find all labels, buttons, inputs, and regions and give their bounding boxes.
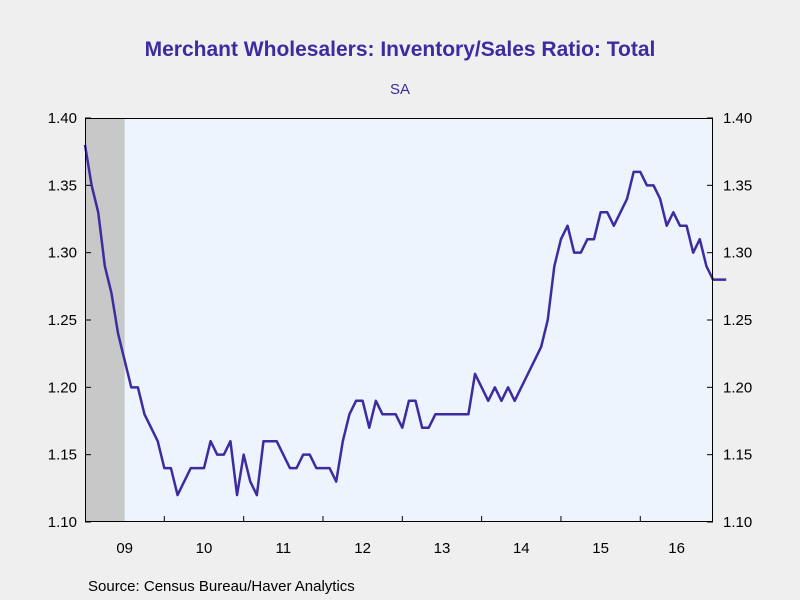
y-tick-label-left: 1.15 xyxy=(48,447,77,464)
series-line xyxy=(83,144,727,497)
chart-source: Source: Census Bureau/Haver Analytics xyxy=(88,578,355,595)
y-tick-label-left: 1.30 xyxy=(48,245,77,262)
y-tick-label-right: 1.10 xyxy=(723,514,752,531)
y-tick-label-right: 1.15 xyxy=(723,447,752,464)
chart-title: Merchant Wholesalers: Inventory/Sales Ra… xyxy=(144,38,656,61)
y-tick-label-right: 1.20 xyxy=(723,379,752,396)
x-tick-label: 15 xyxy=(592,540,609,557)
y-tick-label-left: 1.40 xyxy=(48,110,77,127)
x-tick-label: 11 xyxy=(276,540,292,557)
x-tick-label: 12 xyxy=(354,540,371,557)
x-tick-label: 10 xyxy=(196,540,213,557)
x-tick-label: 14 xyxy=(513,540,530,557)
y-tick-label-right: 1.40 xyxy=(723,110,752,127)
chart-subtitle: SA xyxy=(389,81,410,98)
y-tick-label-right: 1.35 xyxy=(723,177,752,194)
x-tick-label: 09 xyxy=(116,540,133,557)
x-tick-label: 16 xyxy=(668,540,685,557)
y-tick-label-left: 1.20 xyxy=(48,379,77,396)
x-tick-label: 13 xyxy=(434,540,451,557)
y-tick-label-left: 1.35 xyxy=(48,177,77,194)
y-tick-label-right: 1.30 xyxy=(723,245,752,262)
y-tick-label-left: 1.25 xyxy=(48,312,77,329)
y-tick-label-right: 1.25 xyxy=(723,312,752,329)
plot-area xyxy=(85,118,713,522)
y-tick-label-left: 1.10 xyxy=(48,514,77,531)
plot-frame xyxy=(85,118,713,522)
axis-labels: 1.10 1.10 1.15 1.15 1.20 1.20 1.25 1.25 1.30 1.30… xyxy=(48,110,752,557)
